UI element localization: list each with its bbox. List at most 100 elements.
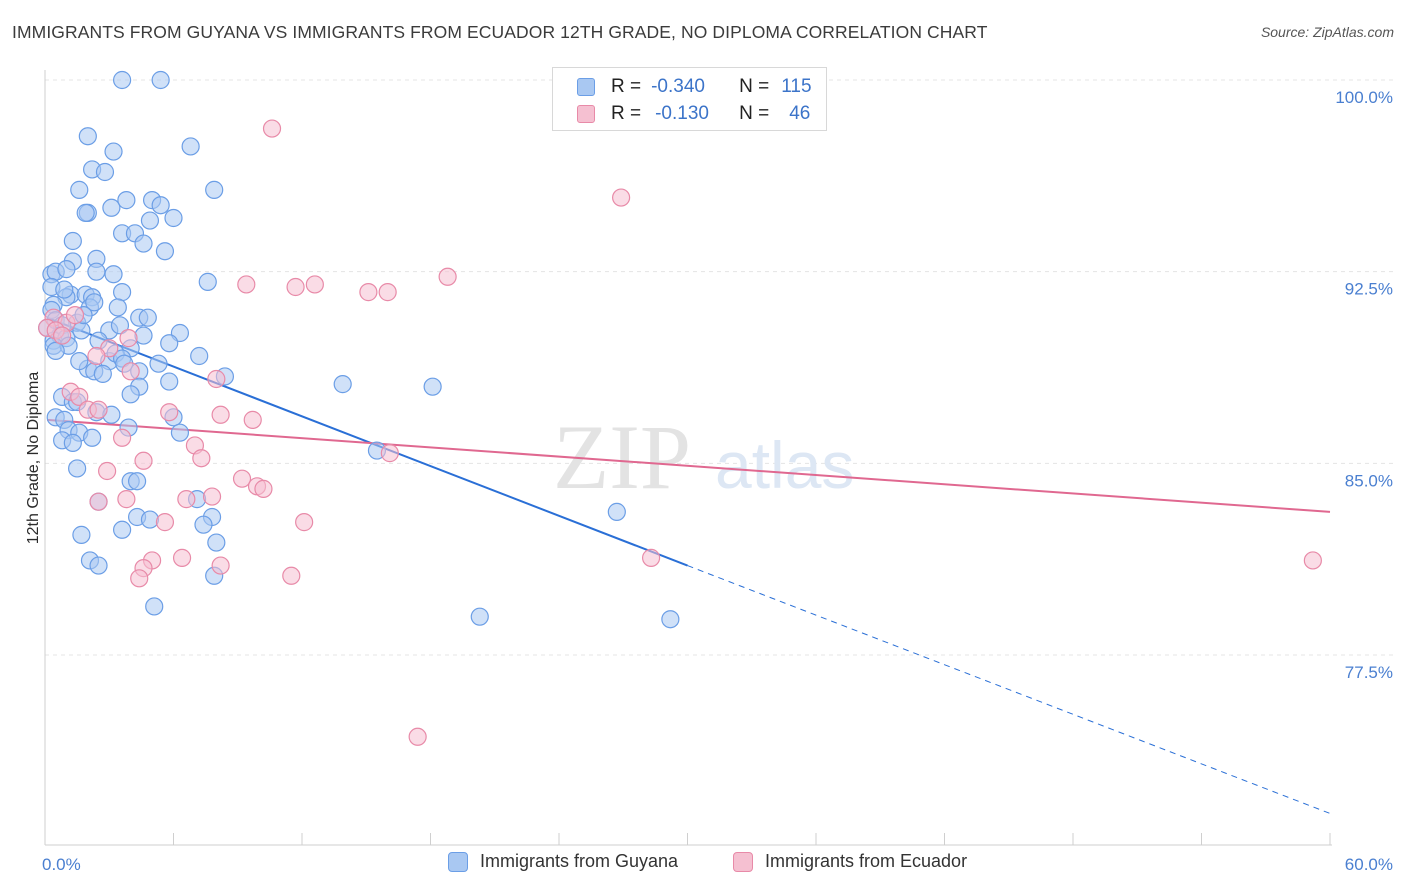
x-tick-label-min: 0.0% [42, 855, 81, 874]
guyana-point [134, 326, 153, 345]
guyana-legend-label: Immigrants from Guyana [480, 851, 679, 871]
guyana-point [145, 597, 164, 616]
guyana-trend-extension [687, 565, 1331, 814]
ecuador-point [65, 306, 85, 325]
ecuador-point [438, 267, 457, 286]
ecuador-point [160, 403, 179, 422]
guyana-swatch [577, 78, 595, 96]
guyana-point [63, 433, 82, 452]
guyana-point [155, 242, 175, 261]
y-tick-label: 85.0% [1345, 471, 1393, 490]
x-tick-label-max: 60.0% [1345, 855, 1393, 874]
guyana-point [121, 385, 140, 404]
ecuador-point [119, 329, 138, 348]
ecuador-point [53, 326, 72, 345]
ecuador-point [121, 362, 140, 381]
guyana-point [138, 308, 157, 327]
guyana-point [151, 196, 170, 215]
guyana-point [68, 459, 87, 478]
source-note: Source: ZipAtlas.com [1260, 24, 1394, 40]
ecuador-point [378, 283, 397, 302]
guyana-point [190, 346, 209, 366]
guyana-point [83, 428, 102, 447]
legend-row-guyana: R = -0.340 N = 115 [577, 74, 812, 100]
guyana-r-value: -0.340 [651, 76, 705, 97]
ecuador-point [282, 566, 301, 585]
guyana-point [55, 280, 74, 299]
ecuador-point [192, 449, 211, 468]
guyana-point [134, 234, 153, 253]
guyana-point [104, 265, 123, 284]
ecuador-point [232, 469, 252, 488]
ecuador-r-label: R = [611, 103, 642, 124]
watermark: ZIP atlas [553, 406, 854, 508]
ecuador-point [202, 487, 222, 506]
ecuador-points [38, 119, 1322, 746]
ecuador-swatch [577, 105, 595, 123]
guyana-point [140, 211, 160, 230]
guyana-point [102, 198, 121, 217]
guyana-point [181, 137, 200, 156]
guyana-point [112, 283, 132, 302]
guyana-point [72, 525, 91, 544]
ecuador-point [1303, 551, 1322, 570]
guyana-point [117, 191, 136, 210]
guyana-point [205, 180, 224, 199]
ecuador-point [612, 188, 631, 207]
guyana-point [76, 203, 95, 222]
ecuador-point [286, 277, 305, 297]
ecuador-point [130, 569, 149, 588]
ecuador-n-label: N = [739, 103, 770, 124]
guyana-point [63, 231, 82, 251]
guyana-point [57, 260, 76, 279]
guyana-point [333, 375, 352, 394]
guyana-point [151, 70, 170, 90]
y-tick-label: 92.5% [1345, 280, 1393, 299]
guyana-point [194, 515, 213, 534]
guyana-n-value: 115 [781, 76, 812, 97]
guyana-point [423, 377, 442, 396]
ecuador-trend-line [47, 418, 1331, 513]
chart-title: IMMIGRANTS FROM GUYANA VS IMMIGRANTS FRO… [12, 22, 988, 42]
grid-lines [45, 79, 1395, 656]
guyana-point [140, 510, 160, 529]
guyana-point [607, 502, 626, 521]
ecuador-point [177, 490, 196, 509]
ecuador-point [295, 513, 314, 532]
ecuador-point [262, 119, 282, 138]
ecuador-legend-label: Immigrants from Ecuador [765, 851, 968, 871]
ecuador-n-value: 46 [789, 103, 811, 124]
guyana-point [108, 298, 127, 317]
ecuador-point [117, 490, 136, 509]
ecuador-point [237, 275, 256, 294]
guyana-point [127, 472, 147, 491]
ecuador-point [155, 513, 175, 532]
legend-item-ecuador[interactable]: Immigrants from Ecuador [733, 851, 967, 872]
ecuador-point [380, 444, 399, 463]
guyana-n-label: N = [739, 76, 770, 97]
guyana-point [89, 556, 108, 575]
guyana-point [95, 162, 115, 182]
y-tick-label: 77.5% [1345, 663, 1393, 682]
trend-lines [46, 316, 1331, 814]
legend-item-guyana[interactable]: Immigrants from Guyana [448, 851, 678, 872]
guyana-point [87, 262, 106, 281]
ecuador-point [89, 492, 108, 511]
ecuador-point [305, 275, 324, 294]
ecuador-point [207, 369, 226, 389]
guyana-point [198, 272, 217, 291]
ecuador-point [70, 387, 89, 406]
ecuador-point [112, 428, 132, 447]
guyana-point [149, 354, 168, 373]
ecuador-point [254, 479, 273, 498]
axis-labels: 100.0% 92.5% 85.0% 77.5% 0.0% 60.0% 12th Grade… [25, 88, 1393, 874]
guyana-point [85, 293, 104, 312]
guyana-point [112, 520, 132, 539]
guyana-r-label: R = [611, 76, 642, 97]
guyana-point [470, 607, 489, 626]
guyana-point [70, 180, 89, 199]
guyana-points [38, 70, 680, 629]
guyana-point [70, 352, 89, 371]
ecuador-point [641, 548, 661, 567]
